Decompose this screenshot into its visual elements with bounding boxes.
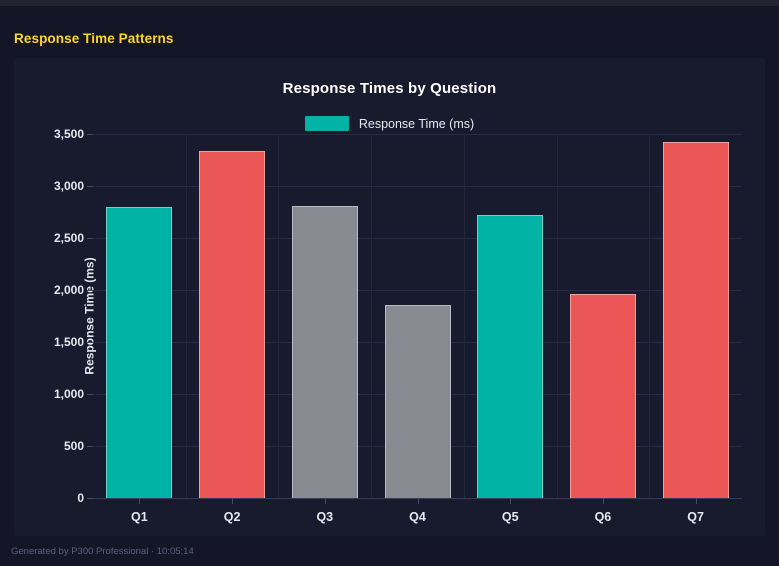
tick-label-y-500: 500	[63, 439, 84, 453]
gridline-y-2500	[93, 238, 742, 239]
tick-mark-x-q4	[418, 498, 419, 504]
gridline-x-3	[371, 134, 372, 498]
chart-legend: Response Time (ms)	[14, 116, 765, 131]
tick-label-x-q3: Q3	[316, 510, 334, 524]
chart-title: Response Times by Question	[282, 80, 497, 97]
tick-mark-y-2500	[87, 238, 93, 239]
gridline-x-4	[464, 134, 465, 498]
bar-q7[interactable]	[662, 142, 729, 498]
tick-mark-y-3000	[87, 186, 93, 187]
bar-q3[interactable]	[291, 205, 358, 498]
tick-label-y-1000: 1,000	[53, 387, 84, 401]
tick-label-x-q1: Q1	[131, 510, 148, 524]
footer-status: Generated by P300 Professional · 10:05:1…	[11, 546, 194, 557]
tick-label-x-q2: Q2	[223, 510, 241, 524]
tick-mark-x-q3	[325, 498, 326, 504]
gridline-x-2	[278, 134, 279, 498]
page-title: Response Time Patterns	[14, 31, 174, 46]
tick-label-y-1500: 1,500	[53, 335, 84, 349]
tick-label-x-q6: Q6	[594, 510, 612, 524]
gridline-y-0	[93, 498, 742, 499]
tick-mark-x-q1	[139, 498, 140, 504]
tick-mark-y-3500	[87, 134, 93, 135]
tick-label-x-q7: Q7	[687, 510, 704, 524]
tick-label-y-2000: 2,000	[53, 283, 84, 297]
gridline-x-6	[649, 134, 650, 498]
tick-mark-y-1000	[87, 394, 93, 395]
tick-label-x-q4: Q4	[409, 510, 426, 524]
bar-q2[interactable]	[199, 150, 266, 498]
y-axis-label: Response Time (ms)	[82, 257, 97, 375]
tick-mark-x-q7	[696, 498, 697, 504]
tick-mark-x-q5	[510, 498, 511, 504]
tick-mark-x-q6	[603, 498, 604, 504]
bar-q1[interactable]	[106, 206, 173, 498]
window-top-strip	[0, 0, 779, 6]
legend-swatch-response-time	[304, 116, 349, 131]
tick-mark-y-2000	[87, 290, 93, 291]
tick-label-y-3500: 3,500	[53, 127, 84, 141]
tick-label-y-0: 0	[77, 491, 84, 505]
tick-mark-y-0	[87, 498, 93, 499]
tick-mark-x-q2	[232, 498, 233, 504]
tick-mark-y-1500	[87, 342, 93, 343]
chart-panel: Response Times by Question Response Time…	[14, 58, 765, 536]
tick-label-y-2500: 2,500	[53, 231, 84, 245]
gridline-y-3500	[93, 134, 742, 135]
gridline-x-5	[557, 134, 558, 498]
gridline-y-3000	[93, 186, 742, 187]
legend-label-response-time: Response Time (ms)	[358, 116, 475, 131]
bar-q5[interactable]	[477, 215, 544, 498]
plot-area: Response Time (ms) 0 500 1,000 1,500 2,000 2,…	[54, 127, 742, 524]
gridline-x-1	[186, 134, 187, 498]
tick-label-y-3000: 3,000	[53, 179, 84, 193]
tick-mark-y-500	[87, 446, 93, 447]
gridline-y-2000	[93, 290, 742, 291]
bar-q6[interactable]	[569, 294, 636, 498]
tick-label-x-q5: Q5	[501, 510, 519, 524]
bar-q4[interactable]	[384, 304, 451, 498]
